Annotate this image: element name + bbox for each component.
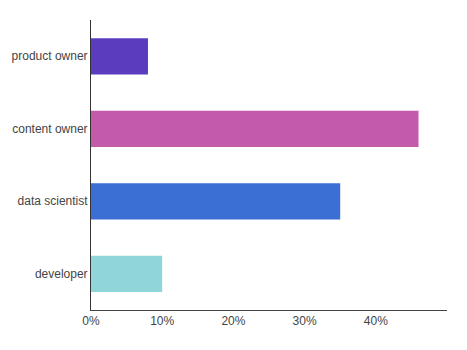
svg-text:content owner: content owner <box>12 122 87 136</box>
svg-text:20%: 20% <box>221 314 245 328</box>
svg-text:30%: 30% <box>293 314 317 328</box>
svg-text:10%: 10% <box>150 314 174 328</box>
svg-text:data scientist: data scientist <box>18 194 89 208</box>
svg-text:40%: 40% <box>364 314 388 328</box>
svg-text:product owner: product owner <box>12 49 88 63</box>
svg-text:developer: developer <box>35 267 88 281</box>
svg-text:0%: 0% <box>82 314 100 328</box>
